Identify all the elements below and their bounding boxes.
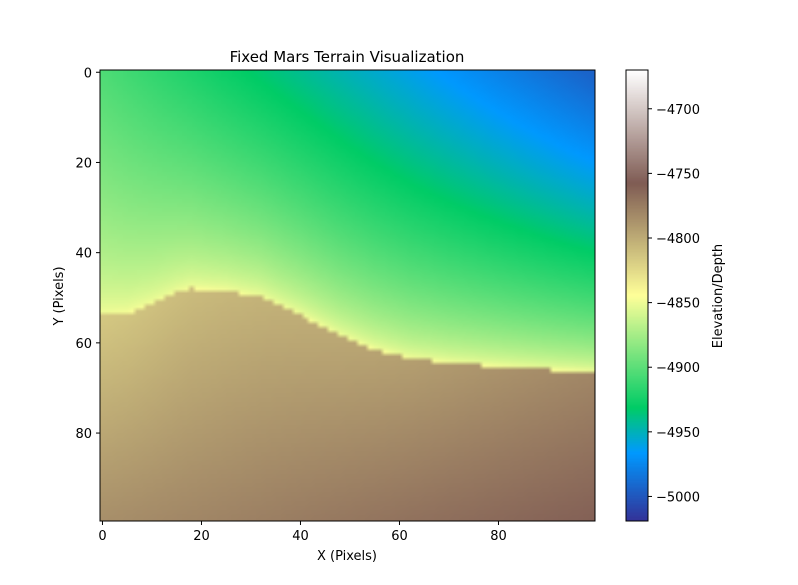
- colorbar-tick-label: −4700: [656, 103, 700, 118]
- x-tick-label: 20: [193, 529, 210, 544]
- heatmap-image: [100, 70, 595, 521]
- chart-title: Fixed Mars Terrain Visualization: [230, 48, 465, 66]
- y-tick-label: 80: [75, 427, 92, 442]
- colorbar-tick-label: −4800: [656, 232, 700, 247]
- y-tick-label: 60: [75, 337, 92, 352]
- y-tick-label: 0: [84, 66, 92, 81]
- y-tick-label: 40: [75, 247, 92, 262]
- y-axis-ticks: 0 20 40 60 80: [75, 66, 100, 442]
- x-tick-label: 80: [490, 529, 507, 544]
- x-axis-ticks: 0 20 40 60 80: [98, 521, 507, 544]
- y-tick-label: 20: [75, 156, 92, 171]
- colorbar-tick-label: −5000: [656, 490, 700, 505]
- colorbar-label: Elevation/Depth: [711, 244, 726, 348]
- colorbar-tick-label: −4950: [656, 426, 700, 441]
- colorbar-tick-label: −4900: [656, 361, 700, 376]
- x-axis-label: X (Pixels): [317, 549, 377, 564]
- colorbar-tick-label: −4750: [656, 167, 700, 182]
- x-tick-label: 60: [391, 529, 408, 544]
- colorbar-ticks: −4700 −4750 −4800 −4850 −4900 −4950 −5000: [648, 103, 700, 505]
- colorbar-image: [626, 70, 648, 521]
- x-tick-label: 0: [98, 529, 106, 544]
- colorbar-frame: [625, 69, 649, 522]
- y-axis-label: Y (Pixels): [52, 266, 67, 326]
- colorbar-tick-label: −4850: [656, 297, 700, 312]
- plot-frame: [99, 69, 596, 522]
- x-tick-label: 40: [292, 529, 309, 544]
